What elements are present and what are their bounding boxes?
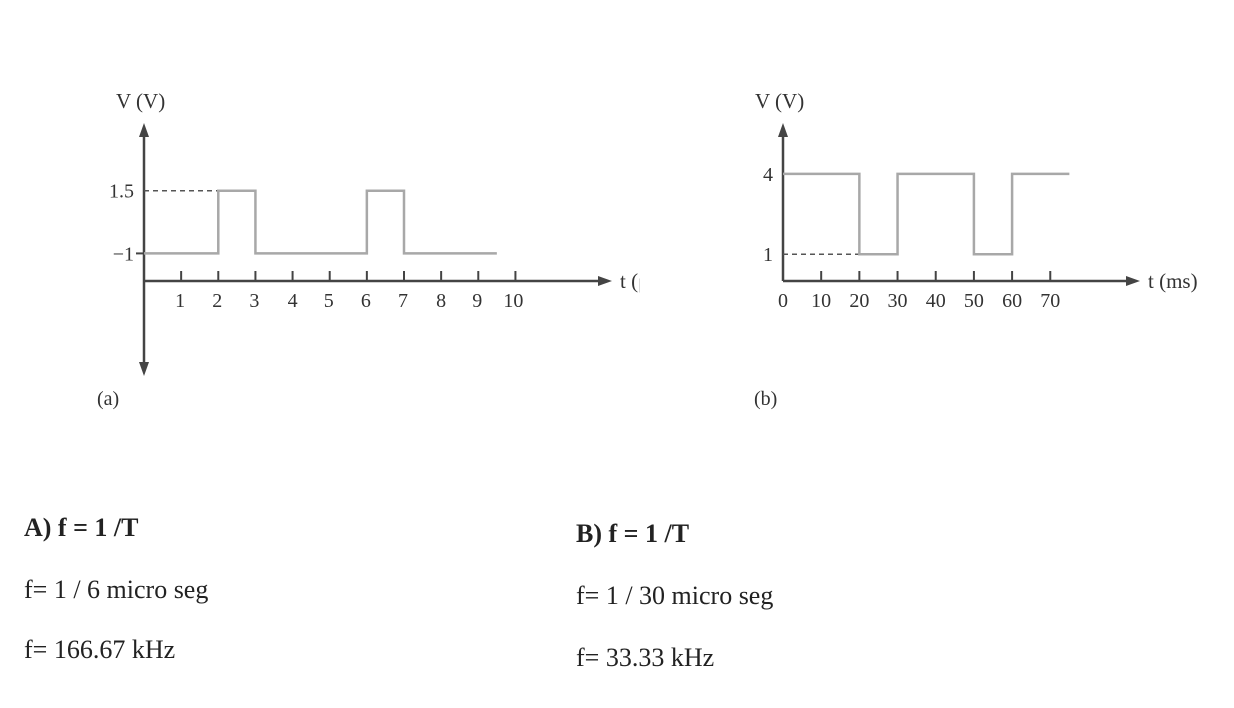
- waveform-chart-b: 0 10 20 30 40 50 60 70 4 1 t (ms) V (V) (b): [754, 89, 1198, 410]
- x-tick-label: 20: [849, 290, 869, 312]
- x-axis-label: t (μs): [620, 269, 640, 293]
- panel-label: (a): [97, 388, 119, 410]
- answer-a-formula: A) f = 1 /T: [24, 513, 139, 542]
- x-tick-label: 1: [175, 290, 185, 312]
- y-axis-arrow-up: [778, 123, 788, 137]
- y-axis-label: V (V): [755, 89, 804, 113]
- answer-b-period: f= 1 / 30 micro seg: [576, 581, 774, 610]
- waveform-series: [783, 172, 1070, 256]
- x-tick-label: 7: [398, 290, 408, 312]
- x-tick-label: 10: [811, 290, 831, 312]
- x-tick-label: 40: [926, 290, 946, 312]
- answer-b-formula: B) f = 1 /T: [576, 519, 690, 548]
- x-tick-label: 60: [1002, 290, 1022, 312]
- x-tick-label: 8: [436, 290, 446, 312]
- x-tick-label: 50: [964, 290, 984, 312]
- answer-a-frequency: f= 166.67 kHz: [24, 635, 176, 664]
- x-tick-label: 6: [361, 290, 371, 312]
- panel-label: (b): [754, 388, 777, 410]
- x-axis-label: t (ms): [1148, 269, 1198, 293]
- y-tick-label: 1: [763, 244, 773, 266]
- x-tick-label: 30: [888, 290, 908, 312]
- y-tick-label: −1: [113, 243, 134, 265]
- x-tick-label: 0: [778, 290, 788, 312]
- waveform-chart-a: 1 2 3 4 5 6 7 8 9 10 1.5 −1 t (μs) V (V) (a): [97, 89, 640, 410]
- x-tick-label: 5: [324, 290, 334, 312]
- x-tick-label: 2: [212, 290, 222, 312]
- x-tick-label: 3: [249, 290, 259, 312]
- x-tick-label: 70: [1040, 290, 1060, 312]
- x-tick-label: 10: [503, 290, 523, 312]
- x-tick-label: 4: [288, 290, 298, 312]
- y-tick-label: 1.5: [109, 181, 134, 203]
- y-tick-label: 4: [763, 164, 773, 186]
- answer-a-period: f= 1 / 6 micro seg: [24, 575, 209, 604]
- x-axis-arrow: [1126, 276, 1140, 286]
- answer-b-frequency: f= 33.33 kHz: [576, 643, 715, 672]
- y-axis-label: V (V): [116, 89, 165, 113]
- x-axis-arrow: [598, 276, 612, 286]
- x-tick-label: 9: [472, 290, 482, 312]
- waveform-series: [144, 189, 497, 255]
- y-axis-arrow-up: [139, 123, 149, 137]
- y-axis-arrow-down: [139, 362, 149, 376]
